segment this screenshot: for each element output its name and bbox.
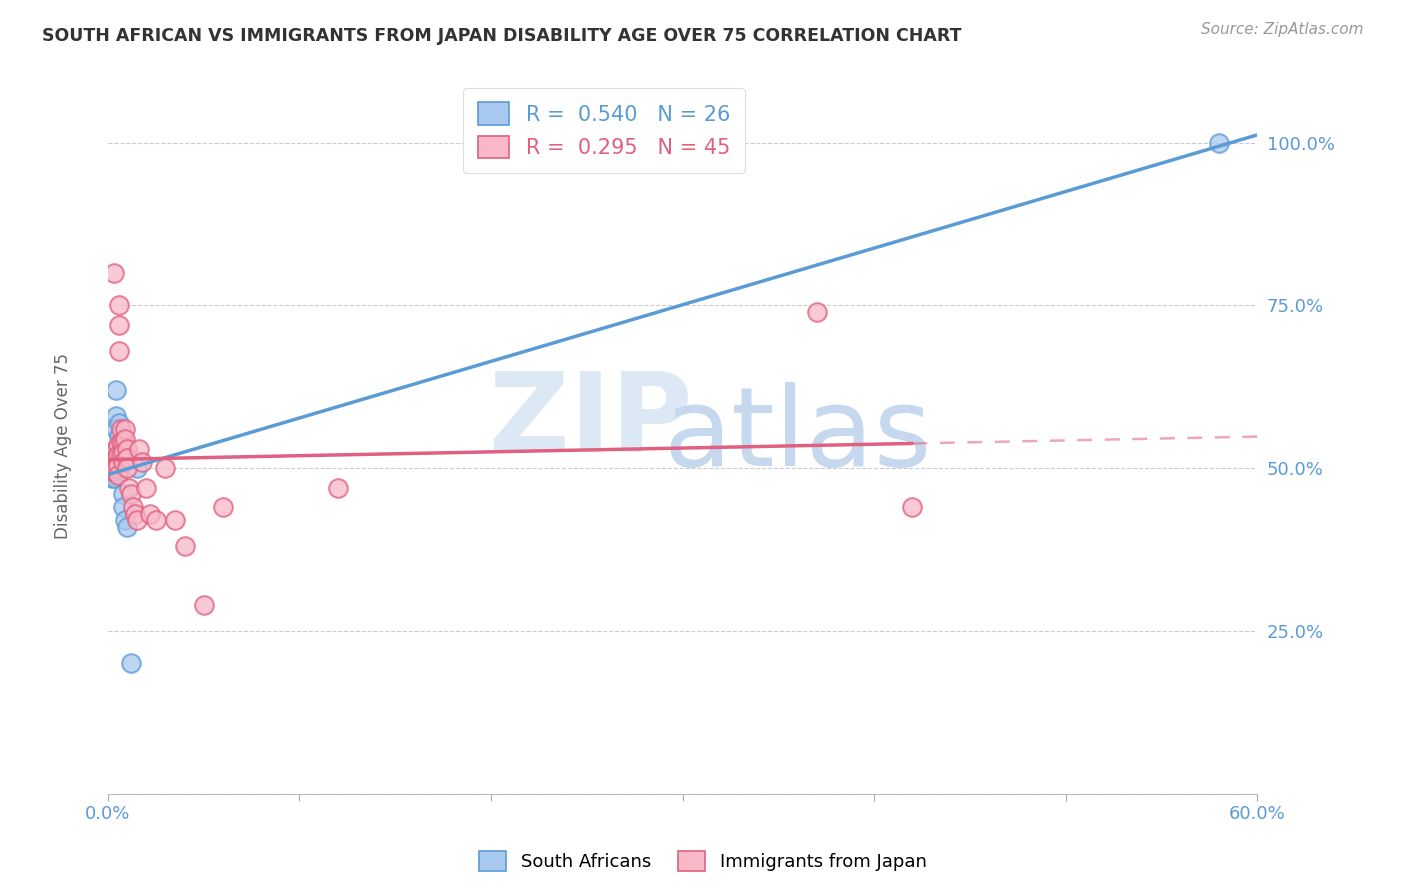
Point — [114, 432, 136, 446]
Point — [173, 539, 195, 553]
Point — [128, 442, 150, 456]
Point — [110, 435, 132, 450]
Point — [107, 442, 129, 456]
Point — [101, 464, 124, 478]
Point — [139, 507, 162, 521]
Point — [101, 464, 124, 478]
Point — [104, 461, 127, 475]
Point — [806, 305, 828, 319]
Point — [103, 454, 125, 468]
Point — [107, 458, 129, 472]
Point — [131, 454, 153, 468]
Point — [115, 442, 138, 456]
Point — [212, 500, 235, 515]
Point — [103, 454, 125, 468]
Point — [115, 461, 138, 475]
Point — [125, 461, 148, 475]
Point — [120, 657, 142, 671]
Point — [107, 467, 129, 482]
Point — [101, 467, 124, 482]
Point — [163, 513, 186, 527]
Point — [110, 422, 132, 436]
Point — [104, 442, 127, 456]
Point — [101, 458, 124, 472]
Point — [107, 461, 129, 475]
Point — [107, 448, 129, 462]
Point — [118, 481, 141, 495]
Point — [114, 513, 136, 527]
Point — [901, 500, 924, 515]
Point — [135, 481, 157, 495]
Point — [101, 471, 124, 485]
Point — [107, 454, 129, 468]
Point — [326, 481, 349, 495]
Legend: South Africans, Immigrants from Japan: South Africans, Immigrants from Japan — [472, 844, 934, 879]
Point — [145, 513, 167, 527]
Point — [103, 464, 125, 478]
Point — [112, 487, 135, 501]
Point — [112, 500, 135, 515]
Point — [104, 451, 127, 466]
Point — [108, 318, 131, 332]
Point — [103, 458, 125, 472]
Point — [1208, 136, 1230, 150]
Point — [114, 422, 136, 436]
Point — [103, 266, 125, 280]
Text: Source: ZipAtlas.com: Source: ZipAtlas.com — [1201, 22, 1364, 37]
Point — [193, 598, 215, 612]
Point — [112, 435, 135, 450]
Point — [110, 435, 132, 450]
Point — [155, 461, 177, 475]
Point — [110, 448, 132, 462]
Point — [108, 428, 131, 442]
Text: SOUTH AFRICAN VS IMMIGRANTS FROM JAPAN DISABILITY AGE OVER 75 CORRELATION CHART: SOUTH AFRICAN VS IMMIGRANTS FROM JAPAN D… — [42, 27, 962, 45]
Point — [112, 454, 135, 468]
Point — [103, 464, 125, 478]
Text: ZIP: ZIP — [489, 368, 692, 475]
Point — [103, 445, 125, 459]
Text: Disability Age Over 75: Disability Age Over 75 — [55, 353, 72, 539]
Point — [115, 519, 138, 533]
Legend: R =  0.540   N = 26, R =  0.295   N = 45: R = 0.540 N = 26, R = 0.295 N = 45 — [463, 87, 745, 173]
Point — [120, 487, 142, 501]
Point — [124, 507, 146, 521]
Point — [122, 500, 145, 515]
Point — [115, 451, 138, 466]
Point — [107, 438, 129, 452]
Text: atlas: atlas — [664, 382, 932, 489]
Point — [103, 467, 125, 482]
Point — [107, 448, 129, 462]
Point — [108, 343, 131, 358]
Point — [104, 422, 127, 436]
Point — [108, 416, 131, 430]
Point — [104, 409, 127, 423]
Point — [125, 513, 148, 527]
Point — [103, 471, 125, 485]
Point — [112, 445, 135, 459]
Point — [108, 298, 131, 312]
Point — [103, 461, 125, 475]
Point — [104, 383, 127, 397]
